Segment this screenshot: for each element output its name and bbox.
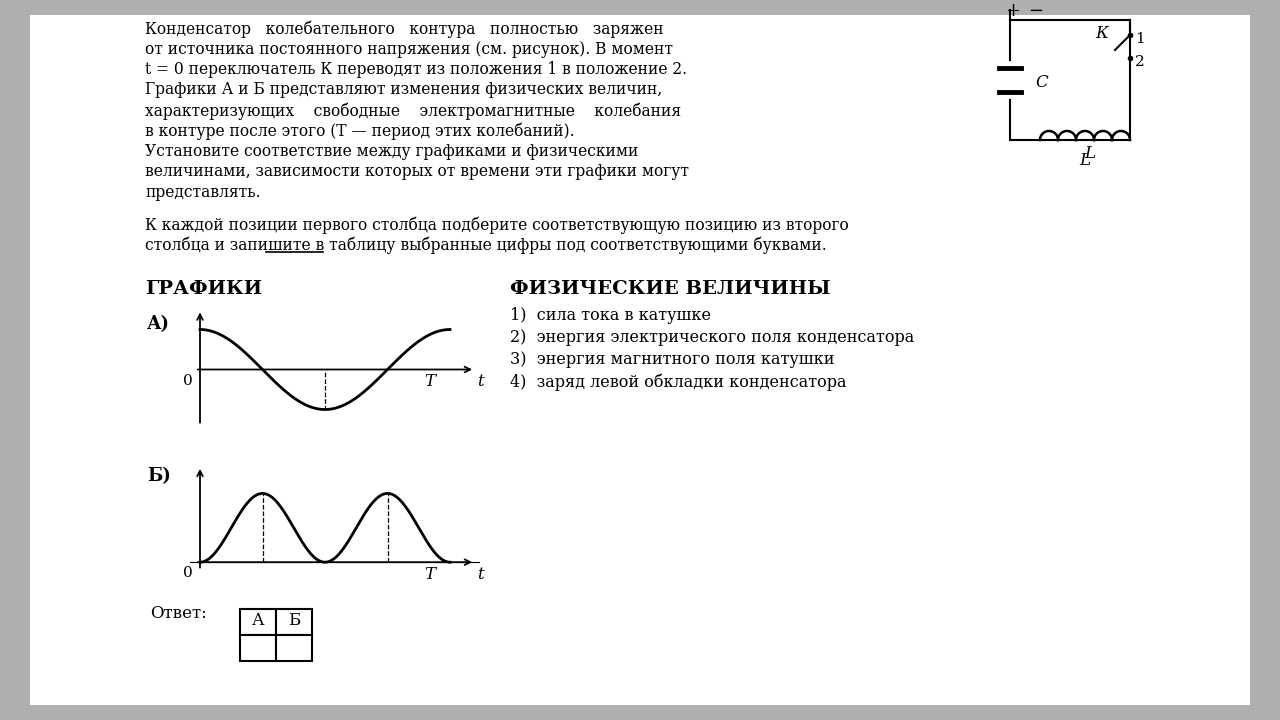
Bar (276, 634, 312, 660)
Bar (241, 634, 276, 660)
Text: Б: Б (288, 612, 300, 629)
Text: ГРАФИКИ: ГРАФИКИ (145, 279, 262, 297)
Text: t: t (477, 373, 484, 390)
Text: t: t (477, 566, 484, 582)
Text: ФИЗИЧЕСКИЕ ВЕЛИЧИНЫ: ФИЗИЧЕСКИЕ ВЕЛИЧИНЫ (509, 279, 831, 297)
Text: T: T (425, 566, 435, 582)
Text: L: L (1084, 145, 1096, 162)
Text: представлять.: представлять. (145, 184, 261, 201)
Text: C: C (1036, 74, 1048, 91)
Text: 3)  энергия магнитного поля катушки: 3) энергия магнитного поля катушки (509, 351, 835, 369)
Text: Графики А и Б представляют изменения физических величин,: Графики А и Б представляют изменения физ… (145, 81, 662, 99)
Text: 0: 0 (183, 374, 192, 388)
Text: −: − (1028, 2, 1043, 20)
Text: в контуре после этого (T — период этих колебаний).: в контуре после этого (T — период этих к… (145, 122, 575, 140)
Text: Установите соответствие между графиками и физическими: Установите соответствие между графиками … (145, 143, 639, 160)
Text: 2)  энергия электрического поля конденсатора: 2) энергия электрического поля конденсат… (509, 330, 914, 346)
Text: 4)  заряд левой обкладки конденсатора: 4) заряд левой обкладки конденсатора (509, 374, 846, 391)
Bar (276, 608, 312, 634)
Text: Конденсатор   колебательного   контура   полностью   заряжен: Конденсатор колебательного контура полно… (145, 20, 663, 37)
Text: T: T (425, 374, 435, 390)
Text: 1)  сила тока в катушке: 1) сила тока в катушке (509, 307, 710, 325)
Text: 2: 2 (1135, 55, 1144, 69)
Text: 1: 1 (1135, 32, 1144, 46)
Text: К каждой позиции первого столбца подберите соответствующую позицию из второго: К каждой позиции первого столбца подбери… (145, 217, 849, 234)
Text: Ответ:: Ответ: (150, 605, 207, 621)
Text: 0: 0 (183, 566, 192, 580)
Text: величинами, зависимости которых от времени эти графики могут: величинами, зависимости которых от време… (145, 163, 689, 181)
Text: А: А (252, 612, 264, 629)
Text: L: L (1079, 152, 1091, 169)
Text: +: + (1005, 2, 1020, 20)
Text: характеризующих    свободные    электромагнитные    колебания: характеризующих свободные электромагнитн… (145, 102, 681, 120)
Text: Б): Б) (147, 467, 170, 485)
Text: А): А) (147, 315, 170, 333)
Text: столбца и запишите в таблицу выбранные цифры под соответствующими буквами.: столбца и запишите в таблицу выбранные ц… (145, 237, 827, 254)
Text: t = 0 переключатель К переводят из положения 1 в положение 2.: t = 0 переключатель К переводят из полож… (145, 61, 687, 78)
Bar (241, 608, 276, 634)
Text: К: К (1094, 25, 1108, 42)
Text: от источника постоянного напряжения (см. рисунок). В момент: от источника постоянного напряжения (см.… (145, 40, 673, 58)
